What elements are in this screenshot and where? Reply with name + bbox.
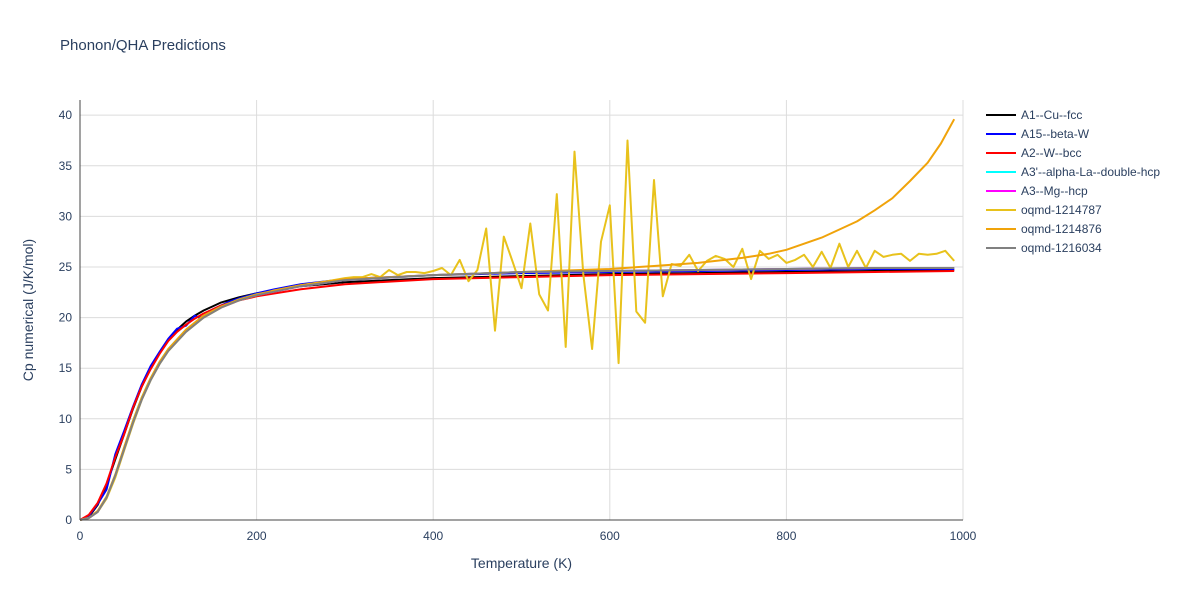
x-tick-label: 200 [247,529,267,543]
plot-area [79,118,956,521]
legend-item[interactable]: A3'--alpha-La--double-hcp [986,165,1160,179]
legend-item[interactable]: oqmd-1214876 [986,222,1102,236]
y-tick-label: 20 [59,311,73,325]
series-line-a3-alpha-la-double-hcp [79,267,955,521]
series-line-a3-mg-hcp [79,267,955,521]
legend-label: A1--Cu--fcc [1021,108,1082,122]
y-axis-title: Cp numerical (J/K/mol) [20,239,36,381]
legend-label: A3'--alpha-La--double-hcp [1021,165,1160,179]
legend-label: oqmd-1214876 [1021,222,1102,236]
grid-lines [80,100,964,520]
legend-item[interactable]: A1--Cu--fcc [986,108,1082,122]
series-line-oqmd-1216034 [79,267,955,521]
legend-item[interactable]: oqmd-1214787 [986,203,1102,217]
series-line-a1-cu-fcc [79,269,955,521]
x-tick-label: 0 [77,529,84,543]
legend-item[interactable]: A2--W--bcc [986,146,1081,160]
y-tick-label: 10 [59,412,73,426]
legend-label: A15--beta-W [1021,127,1090,141]
axes: 0 200 400 600 800 1000 0 5 10 15 20 25 30 35 40 [59,100,977,543]
legend-item[interactable]: A3--Mg--hcp [986,184,1088,198]
series-line-oqmd-1214787 [79,139,955,521]
legend-label: oqmd-1216034 [1021,241,1102,255]
x-tick-label: 400 [423,529,443,543]
series-line-a2-w-bcc [79,270,955,521]
legend-label: A2--W--bcc [1021,146,1081,160]
y-tick-label: 40 [59,108,73,122]
y-tick-label: 30 [59,209,73,223]
y-tick-label: 5 [65,462,72,476]
series-line-oqmd-1214876 [79,118,956,521]
x-tick-label: 800 [776,529,796,543]
y-tick-label: 35 [59,159,73,173]
chart-title: Phonon/QHA Predictions [60,37,226,54]
x-tick-label: 1000 [950,529,977,543]
legend-item[interactable]: A15--beta-W [986,127,1090,141]
legend: A1--Cu--fcc A15--beta-W A2--W--bcc A3'--alp… [986,108,1160,255]
x-tick-label: 600 [600,529,620,543]
legend-label: oqmd-1214787 [1021,203,1102,217]
legend-item[interactable]: oqmd-1216034 [986,241,1102,255]
legend-label: A3--Mg--hcp [1021,184,1088,198]
y-tick-label: 15 [59,361,73,375]
y-tick-label: 25 [59,260,73,274]
x-axis-title: Temperature (K) [471,555,572,571]
y-tick-label: 0 [65,513,72,527]
